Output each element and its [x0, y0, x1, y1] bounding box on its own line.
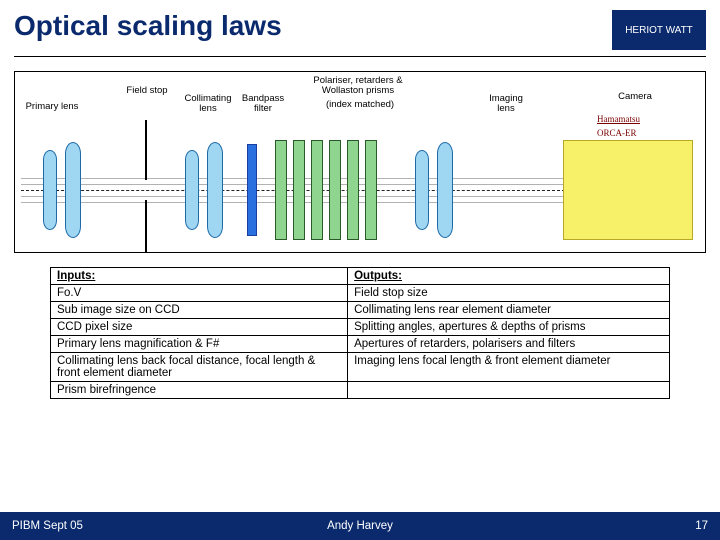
label-bandpass: Bandpass filter — [235, 94, 291, 115]
table-head-cell: Outputs: — [348, 268, 670, 285]
label-camera: Camera — [605, 92, 665, 102]
collimating-lens-rear — [207, 142, 223, 238]
table-cell: Collimating lens back focal distance, fo… — [51, 353, 348, 382]
collimating-lens-front — [185, 150, 199, 230]
table-cell: Imaging lens focal length & front elemen… — [348, 353, 670, 382]
imaging-lens-front — [415, 150, 429, 230]
label-collimating: Collimating lens — [175, 94, 241, 115]
label-orca: ORCA-ER — [597, 128, 637, 138]
table-cell: CCD pixel size — [51, 319, 348, 336]
footer-center: Andy Harvey — [0, 520, 720, 532]
prism-3 — [311, 140, 323, 240]
prism-6 — [365, 140, 377, 240]
table-cell: Splitting angles, apertures & depths of … — [348, 319, 670, 336]
footer-right: 17 — [695, 520, 708, 532]
prism-5 — [347, 140, 359, 240]
table-cell: Primary lens magnification & F# — [51, 336, 348, 353]
footer-left: PIBM Sept 05 — [12, 520, 83, 532]
prism-4 — [329, 140, 341, 240]
table-head-cell: Inputs: — [51, 268, 348, 285]
imaging-lens-rear — [437, 142, 453, 238]
bandpass-filter — [247, 144, 257, 236]
prism-1 — [275, 140, 287, 240]
table-cell: Fo.V — [51, 285, 348, 302]
label-pwr: Polariser, retarders & Wollaston prisms — [293, 76, 423, 97]
primary-lens-rear — [65, 142, 81, 238]
label-index: (index matched) — [305, 100, 415, 110]
optical-diagram: Primary lens Field stopCollimating lensBa… — [14, 71, 706, 253]
label-imaging: Imaging lens — [481, 94, 531, 115]
camera-ccd — [563, 140, 693, 240]
slide-title: Optical scaling laws — [14, 10, 282, 42]
label-primary: Primary lens — [17, 102, 87, 112]
label-hamamatsu: Hamamatsu — [597, 114, 640, 124]
table-cell: Prism birefringence — [51, 382, 348, 399]
table-cell: Apertures of retarders, polarisers and f… — [348, 336, 670, 353]
table-cell: Collimating lens rear element diameter — [348, 302, 670, 319]
title-underline — [14, 56, 706, 57]
header: Optical scaling laws HERIOT WATT — [0, 0, 720, 56]
table-cell — [348, 382, 670, 399]
label-fieldstop: Field stop — [119, 86, 175, 96]
table-cell: Sub image size on CCD — [51, 302, 348, 319]
slide: Optical scaling laws HERIOT WATT Primary… — [0, 0, 720, 540]
field-stop-top — [145, 120, 147, 180]
footer: PIBM Sept 05 Andy Harvey 17 — [0, 512, 720, 540]
table-cell: Field stop size — [348, 285, 670, 302]
primary-lens-front — [43, 150, 57, 230]
prism-2 — [293, 140, 305, 240]
io-table: Inputs:Outputs:Fo.VField stop sizeSub im… — [50, 267, 670, 399]
field-stop-bottom — [145, 200, 147, 253]
university-logo: HERIOT WATT — [612, 10, 706, 50]
